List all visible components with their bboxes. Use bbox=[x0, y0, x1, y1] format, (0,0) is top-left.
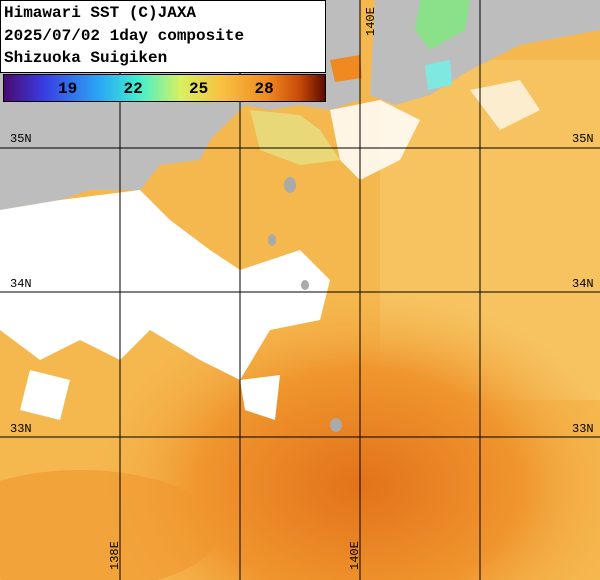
header-line: 2025/07/02 1day composite bbox=[4, 27, 244, 45]
island bbox=[284, 177, 296, 193]
lon-label: 140E bbox=[348, 541, 362, 570]
cloud bbox=[20, 370, 70, 420]
colorbar bbox=[3, 74, 326, 102]
cloud bbox=[0, 190, 330, 380]
lon-label: 140E bbox=[364, 7, 378, 36]
lat-label: 35N bbox=[10, 132, 32, 146]
cool-water bbox=[415, 0, 470, 50]
island bbox=[330, 418, 342, 432]
colorbar-tick-label: 28 bbox=[255, 80, 274, 98]
lat-label: 35N bbox=[572, 132, 594, 146]
colorbar-tick-label: 22 bbox=[124, 80, 143, 98]
colorbar-tick-label: 19 bbox=[58, 80, 77, 98]
island bbox=[301, 280, 309, 290]
bay bbox=[250, 110, 340, 165]
island bbox=[268, 234, 276, 246]
cloud bbox=[240, 375, 280, 420]
header-line: Himawari SST (C)JAXA bbox=[4, 4, 196, 22]
cool-water bbox=[425, 60, 452, 90]
colorbar-tick-label: 25 bbox=[189, 80, 208, 98]
cloud bbox=[470, 80, 540, 130]
ocean-warm bbox=[0, 470, 220, 580]
lat-label: 33N bbox=[10, 422, 32, 436]
header-box bbox=[0, 0, 326, 73]
lat-label: 33N bbox=[572, 422, 594, 436]
warm-spot bbox=[330, 55, 362, 82]
lon-label: 138E bbox=[108, 541, 122, 570]
header-line: Shizuoka Suigiken bbox=[4, 49, 167, 67]
lat-label: 34N bbox=[572, 277, 594, 291]
cloud bbox=[330, 100, 420, 180]
lat-label: 34N bbox=[10, 277, 32, 291]
colorbar-ticks: 19 22 25 28 bbox=[58, 80, 274, 98]
